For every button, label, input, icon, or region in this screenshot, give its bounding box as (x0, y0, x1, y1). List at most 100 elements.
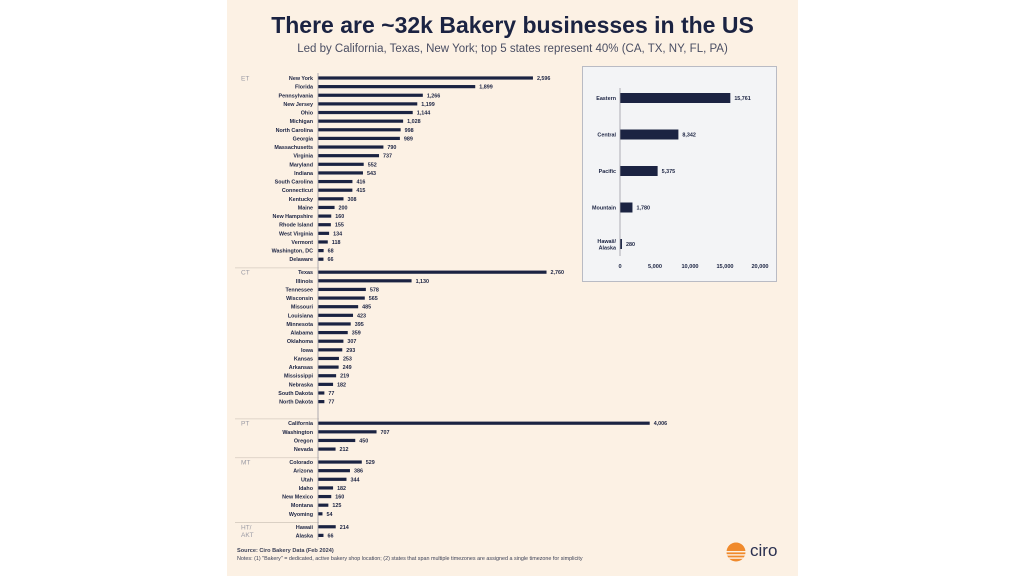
x-tick-label: 0 (618, 264, 621, 270)
state-label: Rhode Island (279, 223, 313, 229)
state-label: Arkansas (289, 365, 313, 371)
state-label: Nevada (294, 447, 314, 453)
value-label: 68 (328, 249, 334, 255)
value-label: 77 (328, 400, 334, 406)
state-bar (318, 382, 334, 386)
value-label: 415 (356, 188, 365, 194)
state-bar (318, 154, 380, 158)
value-label: 77 (328, 391, 334, 397)
state-bar (318, 188, 353, 192)
state-label: Michigan (290, 119, 313, 125)
state-bar (318, 171, 363, 175)
state-label: Nebraska (289, 382, 314, 388)
value-label: 1,028 (407, 119, 421, 125)
value-label: 118 (332, 240, 341, 246)
footer-source: Source: Ciro Bakery Data (Feb 2024) (237, 548, 334, 554)
state-bar (318, 270, 547, 274)
state-bar (318, 197, 344, 201)
state-bar (318, 339, 344, 343)
state-bar (318, 494, 332, 499)
timezone-label: Alaska (599, 245, 617, 251)
state-bar (318, 214, 332, 218)
state-bar (318, 119, 404, 123)
value-label: 1,266 (427, 93, 441, 99)
timezone-label: Mountain (592, 206, 616, 212)
state-label: New Jersey (283, 102, 313, 108)
group-label: PT (241, 421, 249, 428)
value-label: 344 (350, 477, 359, 483)
group-label: AKT (241, 532, 254, 539)
value-label: 790 (387, 145, 396, 151)
state-label: Kentucky (289, 197, 313, 203)
state-bar (318, 391, 325, 395)
state-label: Virginia (293, 154, 314, 160)
timezone-label: Eastern (596, 96, 616, 102)
state-bar (318, 469, 350, 473)
state-label: New Mexico (282, 495, 314, 501)
group-label: ET (241, 76, 249, 83)
state-label: Montana (291, 503, 314, 509)
state-bar (318, 330, 348, 335)
timezone-bar (620, 239, 622, 249)
value-label: 1,899 (479, 85, 493, 91)
state-bar (318, 179, 353, 184)
state-bar (318, 374, 337, 378)
state-label: South Dakota (278, 391, 314, 397)
value-label: 253 (343, 356, 352, 362)
value-label: 5,375 (662, 169, 676, 175)
chart-subtitle: Led by California, Texas, New York; top … (297, 43, 728, 55)
state-label: Iowa (301, 348, 314, 354)
ciro-logo: ciro (726, 541, 788, 565)
state-bar (318, 365, 339, 369)
value-label: 359 (352, 331, 361, 337)
state-label: West Virginia (279, 231, 314, 237)
chart-title: There are ~32k Bakery businesses in the … (271, 12, 754, 38)
value-label: 386 (354, 469, 363, 475)
value-label: 125 (332, 503, 341, 509)
value-label: 2,596 (537, 76, 551, 82)
value-label: 200 (339, 205, 348, 211)
state-bar (318, 512, 323, 516)
state-bar (318, 296, 365, 300)
timezone-bar-chart: Eastern 15,761 Central 8,342 Pacific 5,375 Mou… (592, 88, 769, 270)
timezone-bar (620, 202, 633, 213)
timezone-inset-panel: Eastern 15,761 Central 8,342 Pacific 5,375 Mou… (582, 66, 777, 282)
state-label: Washington (282, 430, 313, 436)
state-label: Oklahoma (287, 339, 314, 345)
value-label: 998 (405, 128, 414, 134)
state-bar (318, 223, 331, 227)
state-label: Georgia (293, 136, 314, 142)
value-label: 989 (404, 136, 413, 142)
state-bar (318, 279, 412, 283)
state-label: Maine (298, 205, 313, 211)
state-label: Mississippi (284, 374, 314, 380)
state-label: Idaho (299, 486, 314, 492)
state-label: Florida (295, 85, 314, 91)
timezone-label: Hawaii/ (597, 239, 616, 245)
value-label: 1,144 (417, 111, 431, 117)
value-label: 182 (337, 382, 346, 388)
x-tick-label: 20,000 (751, 264, 768, 270)
value-label: 308 (348, 197, 357, 203)
value-label: 1,130 (416, 279, 430, 285)
state-label: Massachusetts (274, 145, 313, 151)
ciro-logo-text: ciro (750, 541, 778, 560)
chart-card: There are ~32k Bakery businesses in the … (227, 0, 798, 576)
state-bar (318, 356, 339, 361)
timezone-label: Central (597, 133, 616, 139)
state-bar (318, 162, 364, 166)
state-bar (318, 421, 650, 425)
state-bar (318, 322, 351, 326)
state-label: Maryland (289, 162, 313, 168)
state-bar (318, 249, 324, 253)
state-label: Vermont (291, 240, 313, 246)
state-label: Pennsylvania (279, 93, 314, 99)
x-tick-label: 5,000 (648, 264, 662, 270)
timezone-bar (620, 93, 731, 103)
state-bar (318, 257, 324, 261)
x-tick-label: 15,000 (716, 264, 733, 270)
state-label: Oregon (294, 438, 313, 444)
value-label: 578 (370, 287, 379, 293)
state-label: Hawaii (296, 525, 314, 531)
state-bar (318, 447, 336, 451)
